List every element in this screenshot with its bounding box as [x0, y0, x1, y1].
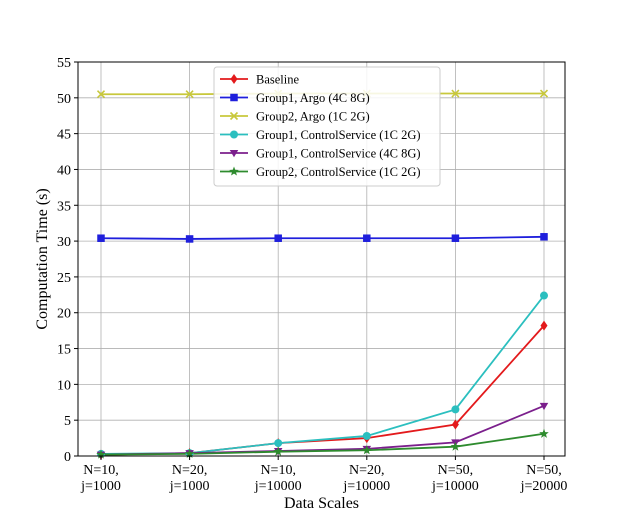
data-point-s5-1 — [184, 448, 195, 458]
y-tick-label: 25 — [57, 271, 71, 286]
x-tick-label-line: N=50, — [526, 463, 562, 478]
y-axis-ticks: 0 5 10 15 20 25 30 35 40 45 50 55 — [57, 56, 78, 465]
y-axis-label: Computation Time (s) — [34, 188, 51, 329]
data-point-s5-3 — [362, 445, 372, 455]
y-tick-label: 30 — [57, 235, 71, 250]
x-tick-label-line: j=1000 — [169, 479, 210, 494]
data-point-s3-3 — [362, 431, 371, 440]
data-point-s2-5 — [539, 89, 549, 98]
data-point-s5-2 — [273, 446, 283, 456]
legend-label-0: Baseline — [256, 73, 299, 87]
series-line-5 — [100, 432, 545, 456]
y-tick-label: 20 — [57, 307, 71, 322]
y-tick-label: 55 — [57, 56, 71, 71]
series-lines — [100, 92, 545, 456]
legend-marker-1 — [230, 93, 238, 102]
x-tick-label-line: N=20, — [349, 463, 385, 478]
series-markers — [96, 89, 549, 460]
data-point-s1-1 — [185, 235, 194, 243]
data-point-s5-5 — [539, 428, 549, 438]
legend-label-2: Group2, Argo (1C 2G) — [256, 110, 370, 124]
data-point-s4-5 — [539, 402, 549, 411]
x-tick-label-line: N=20, — [172, 463, 208, 478]
x-tick-label: N=50, j=20000 — [520, 463, 568, 494]
series-line-4 — [100, 405, 545, 456]
data-point-s3-5 — [540, 291, 548, 300]
legend-label-3: Group1, ControlService (1C 2G) — [256, 128, 421, 142]
legend-marker-2 — [229, 111, 239, 121]
x-tick-label-line: j=10000 — [342, 479, 390, 494]
legend-label-4: Group1, ControlService (4C 8G) — [256, 147, 421, 161]
x-axis-label: Data Scales — [284, 495, 359, 512]
data-point-s2-4 — [451, 89, 460, 98]
data-point-s5-4 — [450, 441, 461, 451]
legend-box — [213, 66, 441, 187]
x-tick-label: N=20, j=1000 — [169, 463, 210, 494]
data-point-s1-4 — [451, 234, 460, 242]
y-tick-label: 10 — [57, 378, 71, 393]
x-tick-label-line: N=10, — [260, 463, 296, 478]
y-tick-label: 40 — [57, 163, 71, 178]
y-tick-label: 5 — [64, 414, 71, 429]
x-tick-label-line: j=20000 — [520, 479, 568, 494]
legend: Baseline Group1, Argo (4C 8G) Group2, Argo… — [213, 66, 441, 187]
data-point-s1-2 — [274, 234, 282, 242]
data-point-s1-0 — [97, 234, 105, 242]
x-tick-label-line: N=50, — [438, 463, 474, 478]
y-tick-label: 35 — [57, 199, 71, 214]
data-point-s0-5 — [540, 320, 548, 331]
legend-marker-0 — [230, 74, 238, 84]
legend-marker-4 — [229, 150, 239, 158]
data-point-s1-3 — [363, 234, 371, 242]
series-line-3 — [100, 294, 545, 455]
data-point-s3-2 — [274, 439, 283, 448]
x-tick-label-line: j=10000 — [254, 479, 302, 494]
legend-label-1: Group1, Argo (4C 8G) — [256, 91, 370, 105]
x-tick-label: N=10, j=1000 — [80, 463, 121, 494]
x-tick-label-line: j=1000 — [80, 479, 121, 494]
data-point-s0-4 — [451, 419, 459, 430]
x-tick-label: N=50, j=10000 — [431, 463, 479, 494]
plot-frame — [77, 61, 566, 457]
y-tick-label: 50 — [57, 92, 71, 107]
x-tick-label: N=10, j=10000 — [254, 463, 302, 494]
series-line-0 — [100, 325, 545, 456]
y-tick-label: 15 — [57, 343, 71, 358]
data-point-s3-4 — [451, 405, 460, 414]
x-tick-label-line: N=10, — [83, 463, 119, 478]
x-tick-label: N=20, j=10000 — [342, 463, 390, 494]
data-point-s5-0 — [96, 449, 106, 459]
y-tick-label: 45 — [57, 128, 71, 143]
legend-marker-5 — [229, 166, 239, 176]
data-point-s2-1 — [185, 90, 194, 99]
legend-marker-3 — [230, 130, 238, 139]
legend-label-5: Group2, ControlService (1C 2G) — [256, 165, 421, 179]
y-tick-label: 0 — [64, 450, 71, 465]
data-point-s2-0 — [96, 90, 106, 99]
x-tick-label-line: j=10000 — [431, 479, 479, 494]
series-line-1 — [100, 235, 545, 240]
data-point-s1-5 — [540, 233, 548, 241]
